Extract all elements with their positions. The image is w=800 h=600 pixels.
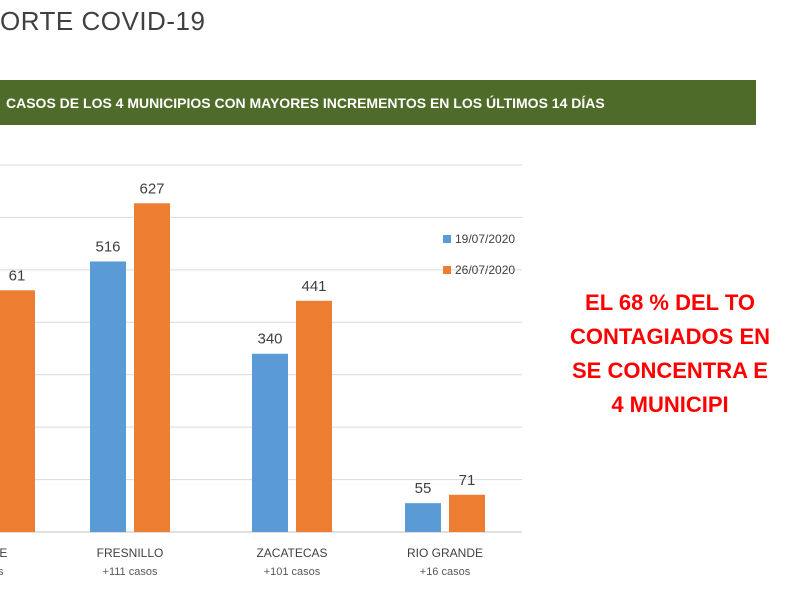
category-label: FRESNILLO <box>97 546 164 560</box>
category-sublabel: +111 casos <box>103 566 158 578</box>
bar <box>90 261 126 532</box>
callout-line-2: CONTAGIADOS EN <box>569 324 771 349</box>
bar <box>296 300 332 532</box>
legend-label: 26/07/2020 <box>455 263 515 277</box>
category-sublabel: sos <box>0 566 4 578</box>
data-label: 71 <box>459 472 476 489</box>
bar <box>0 290 35 532</box>
data-label: 516 <box>95 238 120 255</box>
bar <box>405 503 441 532</box>
data-label: 340 <box>257 331 282 348</box>
data-label: 55 <box>415 480 432 497</box>
bar <box>449 494 485 532</box>
legend-label: 19/07/2020 <box>455 232 515 246</box>
callout-text: EL 68 % DEL TO CONTAGIADOS EN SE CONCENT… <box>540 286 800 422</box>
callout-line-1: EL 68 % DEL TO <box>585 290 755 315</box>
slide-title: ORTE COVID-19 <box>0 6 206 36</box>
category-sublabel: +101 casos <box>264 566 321 578</box>
category-label: ZACATECAS <box>256 546 327 560</box>
bar <box>134 203 170 532</box>
category-label: UPE <box>0 546 7 560</box>
legend-swatch <box>443 235 451 243</box>
bar <box>252 353 288 532</box>
category-sublabel: +16 casos <box>420 566 471 578</box>
chart-banner: CASOS DE LOS 4 MUNICIPIOS CON MAYORES IN… <box>0 80 756 125</box>
data-label: 61 <box>9 267 26 284</box>
legend-swatch <box>443 266 451 274</box>
callout-line-3: SE CONCENTRA E <box>572 358 768 383</box>
banner-text: CASOS DE LOS 4 MUNICIPIOS CON MAYORES IN… <box>6 94 605 111</box>
data-label: 441 <box>301 278 326 295</box>
bar-chart: 61 UPE sos 516 627 FRESNILLO +111 casos 340 441 Z… <box>0 164 522 578</box>
category-label: RIO GRANDE <box>407 546 483 560</box>
data-label: 627 <box>139 180 164 197</box>
callout-line-4: 4 MUNICIPI <box>611 392 729 417</box>
